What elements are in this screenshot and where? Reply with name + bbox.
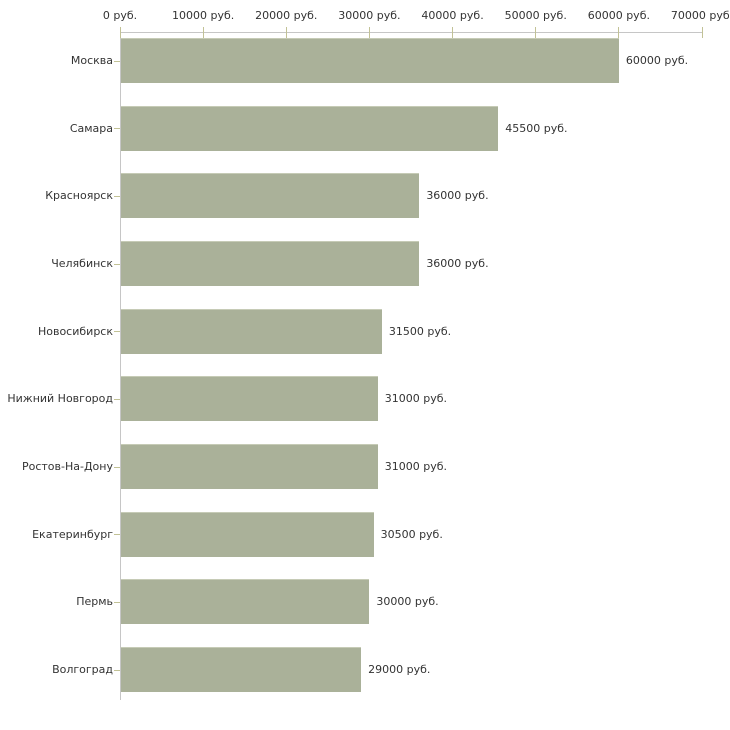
category-label: Москва [70, 54, 113, 67]
category-label: Ростов-На-Дону [21, 460, 113, 474]
x-axis-tick-label: 60000 руб. [587, 9, 650, 22]
value-label: 31000 руб. [384, 460, 447, 474]
x-axis-tick-label: 70000 руб. [670, 9, 730, 22]
category-label: Новосибирск [37, 324, 113, 338]
value-label: 30500 руб. [380, 527, 443, 541]
bar [121, 38, 619, 83]
x-axis-tick-label: 30000 руб. [338, 9, 401, 22]
value-label: 45500 руб. [505, 121, 568, 135]
category-label: Волгоград [52, 663, 113, 677]
x-axis-tick-label: 10000 руб. [172, 9, 235, 22]
x-axis-line [120, 32, 702, 33]
bar [121, 105, 499, 151]
y-axis-tick [114, 128, 120, 130]
x-axis-tick [452, 27, 454, 38]
x-axis-tick-label: 50000 руб. [504, 9, 567, 22]
y-axis-tick [114, 601, 120, 603]
category-label: Нижний Новгород [7, 392, 113, 406]
value-label: 36000 руб. [426, 257, 489, 270]
bar [121, 241, 420, 286]
x-axis-tick [202, 27, 204, 38]
value-label: 29000 руб. [368, 663, 431, 677]
x-axis-tick [285, 27, 287, 38]
y-axis-tick [114, 534, 120, 536]
y-axis-tick [114, 331, 120, 333]
bar [121, 511, 374, 557]
value-label: 30000 руб. [376, 595, 439, 609]
bar [121, 173, 420, 219]
bar [121, 376, 378, 422]
y-axis-line [120, 32, 121, 700]
value-label: 36000 руб. [426, 189, 489, 203]
x-axis-tick-label: 20000 руб. [255, 9, 318, 22]
y-axis-tick [114, 466, 120, 468]
x-axis-tick [535, 27, 537, 38]
value-label: 31500 руб. [388, 324, 452, 338]
category-label: Красноярск [45, 189, 113, 203]
x-axis-tick [618, 27, 620, 38]
y-axis-tick [114, 263, 120, 265]
x-axis-tick [119, 27, 121, 38]
category-label: Самара [69, 121, 113, 135]
y-axis-tick [114, 195, 120, 197]
x-axis-tick-label: 0 руб. [102, 9, 138, 22]
category-label: Пермь [76, 595, 113, 609]
x-axis-tick [701, 27, 703, 38]
category-label: Екатеринбург [32, 527, 113, 541]
bar [121, 579, 370, 625]
value-label: 31000 руб. [384, 392, 447, 406]
bar [121, 444, 378, 490]
category-label: Челябинск [51, 257, 113, 270]
x-axis-tick [368, 27, 370, 38]
y-axis-tick [114, 398, 120, 400]
value-label: 60000 руб. [625, 54, 689, 67]
y-axis-tick [114, 669, 120, 671]
y-axis-tick [114, 60, 120, 62]
bar [121, 647, 362, 693]
x-axis-tick-label: 40000 руб. [421, 9, 484, 22]
bar [121, 308, 382, 354]
